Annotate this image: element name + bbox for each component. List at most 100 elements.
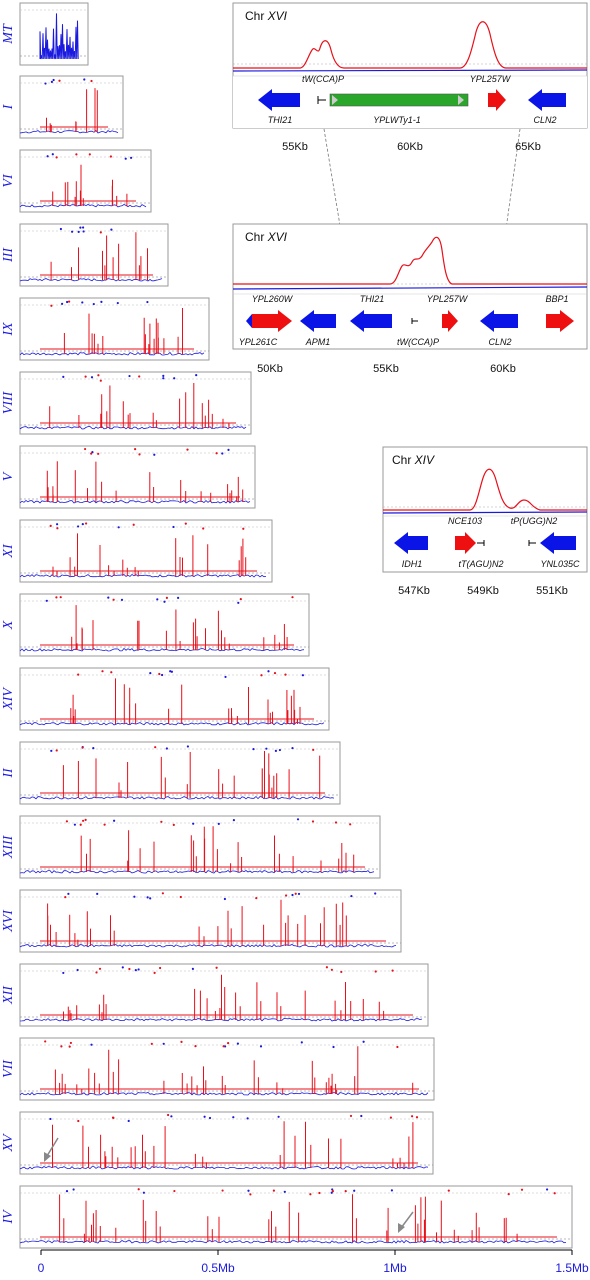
signal-red-peaks [40,751,325,798]
signal-red-curve [233,236,587,285]
track-frame [19,593,310,657]
ltr-right [458,95,464,105]
feature-dot [208,1116,212,1120]
chromosome-track-xii: XII [1,963,429,1027]
feature-dot [332,1045,335,1049]
feature-dot [62,375,65,379]
inset-chr-xvi-zoom-a: Chr XVI tW(CCA)P YPL257W THI21 YPLWTy1-1… [232,2,588,153]
gene-label-ypl260w: YPL260W [252,294,294,304]
chromosome-label: IV [1,1209,16,1225]
track-frame [19,149,152,213]
feature-dot [120,598,124,601]
kb-tick-547: 547Kb [398,585,430,597]
signal-red-peaks [40,461,244,502]
feature-dot [62,971,65,975]
feature-dot [146,300,149,304]
inset-chr-xiv-zoom: Chr XIV NCE103 tP(UGG)N2 IDH1 tT(AGU)N2 … [382,446,588,597]
feature-dot [55,156,58,159]
feature-dot [149,671,152,675]
feature-dot [260,674,263,677]
kb-tick-55: 55Kb [282,141,308,153]
feature-dot [215,966,218,969]
feature-dot [112,1116,115,1119]
feature-dot [170,670,173,673]
feature-dot [553,1192,556,1195]
feature-dot [96,892,99,895]
chromosome-track-ix: IX [1,297,210,361]
feature-dot [150,1042,153,1045]
feature-dot [215,452,218,455]
signal-blue [19,351,205,356]
feature-dot [49,524,52,527]
feature-dot [52,78,55,82]
feature-dot [294,892,297,895]
feature-dot [76,968,79,972]
gene-arrow-ypl261c [246,314,252,328]
signal-red-peaks [40,88,108,132]
feature-dot [85,522,88,525]
kb-tick-55: 55Kb [373,363,399,375]
feature-dot [109,155,112,158]
feature-dot [84,818,87,821]
signal-red-curve [233,21,587,69]
feature-dot [236,1042,239,1045]
feature-dot [92,302,95,306]
feature-dot [349,823,352,826]
feature-dot [374,892,377,895]
signal-red-peaks [40,1046,419,1094]
feature-dot [415,1116,419,1119]
feature-dot [79,226,82,229]
genome-position-axis: 0 0.5Mb 1Mb 1.5Mb [38,1249,589,1275]
feature-dot [92,747,95,750]
feature-dot [186,448,189,451]
feature-dot [137,968,140,971]
signal-blue-curve [232,69,588,72]
feature-dot [84,375,87,378]
signal-blue [19,129,119,134]
signal-red-peaks [40,826,365,872]
signal-red-peaks [40,164,136,206]
feature-dot [272,1189,275,1192]
feature-dot [222,1045,225,1048]
chromosome-track-iii: III [1,223,169,287]
ltr-left [332,95,338,105]
gene-arrow-apm1 [300,310,336,332]
gene-arrow-ypl257w [442,310,458,332]
feature-dot [134,969,137,972]
feature-dot [128,967,131,971]
feature-dot [162,374,165,377]
chromosome-label: XIV [1,687,16,711]
signal-red-peaks [40,678,314,724]
feature-dot [49,1117,52,1121]
feature-dot [331,1189,334,1193]
feature-dot [195,374,198,377]
signal-red-peaks [40,974,413,1020]
signal-red-peaks [40,533,257,576]
feature-dot [169,670,172,673]
feature-dot [142,1191,145,1194]
gene-label-cln2: CLN2 [488,337,511,347]
feature-dot [162,1042,165,1045]
chromosome-track-viii: VIII [1,371,252,435]
feature-dot [138,453,141,456]
chromosome-label: VIII [1,390,16,414]
feature-dot [90,452,93,455]
feature-dot [273,671,277,675]
feature-dot [44,82,47,85]
feature-dot [360,1114,363,1118]
feature-dot [107,596,110,599]
feature-dot [128,374,131,378]
signal-blue-curve [232,286,588,290]
feature-dot [177,596,180,599]
gene-arrow-bbp1 [546,310,574,332]
feature-dot [274,749,277,753]
feature-dot [283,1190,286,1193]
kb-tick-60: 60Kb [397,141,423,153]
feature-dot [325,966,328,969]
feature-dot [51,153,54,156]
feature-dot [65,1190,69,1193]
feature-dot [88,153,91,156]
signal-red-peaks [40,232,153,280]
feature-dot [172,823,175,826]
feature-dot [170,1115,173,1118]
